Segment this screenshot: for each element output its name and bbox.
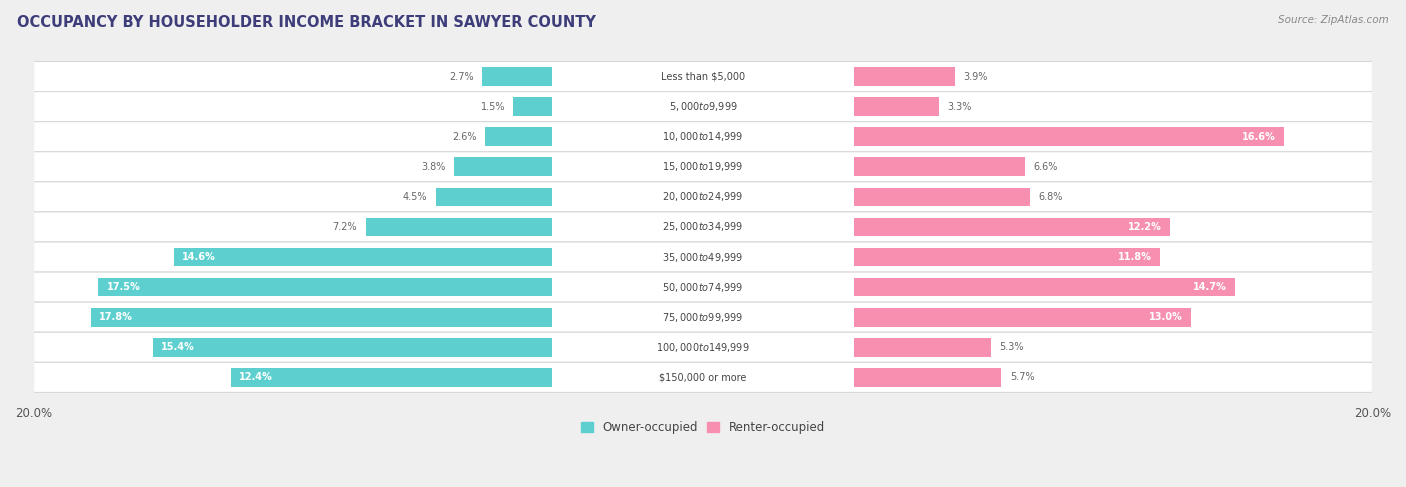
FancyBboxPatch shape xyxy=(34,212,1372,242)
Text: 16.6%: 16.6% xyxy=(1241,131,1275,142)
Text: 5.7%: 5.7% xyxy=(1010,373,1035,382)
Text: 14.7%: 14.7% xyxy=(1192,282,1226,292)
Text: 12.4%: 12.4% xyxy=(239,373,273,382)
Text: 3.8%: 3.8% xyxy=(420,162,446,172)
FancyBboxPatch shape xyxy=(34,272,1372,302)
Text: 7.2%: 7.2% xyxy=(333,222,357,232)
Text: 1.5%: 1.5% xyxy=(481,102,505,112)
Text: $25,000 to $34,999: $25,000 to $34,999 xyxy=(662,221,744,233)
Bar xyxy=(853,308,1191,326)
Text: 3.9%: 3.9% xyxy=(963,72,987,81)
Text: $35,000 to $49,999: $35,000 to $49,999 xyxy=(662,250,744,263)
Bar xyxy=(90,308,553,326)
Text: $75,000 to $99,999: $75,000 to $99,999 xyxy=(662,311,744,324)
FancyBboxPatch shape xyxy=(34,302,1372,332)
Bar xyxy=(482,67,553,86)
Text: 13.0%: 13.0% xyxy=(1149,312,1182,322)
Text: 6.8%: 6.8% xyxy=(1039,192,1063,202)
Bar xyxy=(853,278,1234,297)
Text: 14.6%: 14.6% xyxy=(181,252,215,262)
Text: $10,000 to $14,999: $10,000 to $14,999 xyxy=(662,130,744,143)
FancyBboxPatch shape xyxy=(34,362,1372,393)
Text: Source: ZipAtlas.com: Source: ZipAtlas.com xyxy=(1278,15,1389,25)
Legend: Owner-occupied, Renter-occupied: Owner-occupied, Renter-occupied xyxy=(576,416,830,439)
Text: 6.6%: 6.6% xyxy=(1033,162,1057,172)
Bar xyxy=(853,187,1031,206)
Bar xyxy=(853,218,1170,236)
Text: $20,000 to $24,999: $20,000 to $24,999 xyxy=(662,190,744,204)
FancyBboxPatch shape xyxy=(34,332,1372,362)
Bar xyxy=(853,97,939,116)
Text: 2.7%: 2.7% xyxy=(450,72,474,81)
Text: $150,000 or more: $150,000 or more xyxy=(659,373,747,382)
Text: 5.3%: 5.3% xyxy=(1000,342,1024,352)
FancyBboxPatch shape xyxy=(34,92,1372,122)
Bar xyxy=(853,368,1001,387)
FancyBboxPatch shape xyxy=(34,122,1372,152)
Bar xyxy=(513,97,553,116)
Bar xyxy=(853,128,1284,146)
Text: 2.6%: 2.6% xyxy=(453,131,477,142)
Bar xyxy=(153,338,553,356)
Text: $100,000 to $149,999: $100,000 to $149,999 xyxy=(657,341,749,354)
Bar xyxy=(853,338,991,356)
FancyBboxPatch shape xyxy=(34,182,1372,212)
Bar xyxy=(853,157,1025,176)
Text: 17.5%: 17.5% xyxy=(107,282,141,292)
Bar xyxy=(485,128,553,146)
Text: Less than $5,000: Less than $5,000 xyxy=(661,72,745,81)
Bar xyxy=(436,187,553,206)
Bar xyxy=(853,67,955,86)
Text: 3.3%: 3.3% xyxy=(948,102,972,112)
Bar xyxy=(98,278,553,297)
FancyBboxPatch shape xyxy=(34,152,1372,182)
FancyBboxPatch shape xyxy=(34,61,1372,92)
Text: 15.4%: 15.4% xyxy=(162,342,195,352)
Text: $50,000 to $74,999: $50,000 to $74,999 xyxy=(662,281,744,294)
Bar xyxy=(853,248,1160,266)
Bar xyxy=(174,248,553,266)
Bar xyxy=(231,368,553,387)
Bar xyxy=(366,218,553,236)
Text: $15,000 to $19,999: $15,000 to $19,999 xyxy=(662,160,744,173)
Text: OCCUPANCY BY HOUSEHOLDER INCOME BRACKET IN SAWYER COUNTY: OCCUPANCY BY HOUSEHOLDER INCOME BRACKET … xyxy=(17,15,596,30)
Text: 11.8%: 11.8% xyxy=(1118,252,1152,262)
Text: 17.8%: 17.8% xyxy=(98,312,134,322)
Text: $5,000 to $9,999: $5,000 to $9,999 xyxy=(669,100,737,113)
Text: 12.2%: 12.2% xyxy=(1128,222,1161,232)
Text: 4.5%: 4.5% xyxy=(402,192,427,202)
Bar xyxy=(454,157,553,176)
FancyBboxPatch shape xyxy=(34,242,1372,272)
